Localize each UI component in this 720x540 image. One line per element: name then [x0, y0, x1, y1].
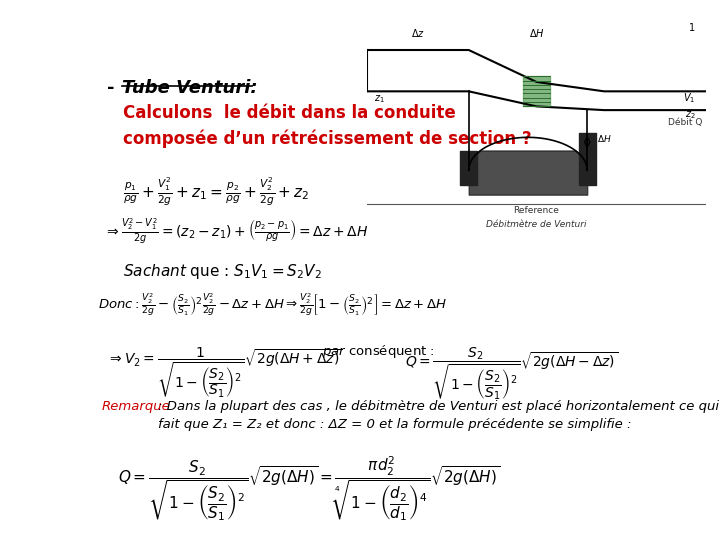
Text: Calculons  le débit dans la conduite
composée d’un rétrécissement de section ?: Calculons le débit dans la conduite comp… [124, 104, 532, 148]
Text: -: - [107, 79, 120, 97]
Text: $V_1$: $V_1$ [683, 91, 696, 105]
Text: 1: 1 [689, 23, 696, 33]
Text: $Q = \dfrac{S_2}{\sqrt{1-\left(\dfrac{S_2}{S_1}\right)^2}}\sqrt{2g(\Delta H)} = : $Q = \dfrac{S_2}{\sqrt{1-\left(\dfrac{S_… [118, 454, 500, 523]
Text: $\frac{p_1}{\rho g} + \frac{V_1^2}{2g} + z_1 = \frac{p_2}{\rho g} + \frac{V_2^2}: $\frac{p_1}{\rho g} + \frac{V_1^2}{2g} +… [124, 175, 310, 207]
Text: Débitmètre de Venturi: Débitmètre de Venturi [486, 220, 587, 228]
Text: $\Rightarrow \frac{V_2^2 - V_1^2}{2g} = (z_2 - z_1) + \left(\frac{p_2 - p_1}{\rh: $\Rightarrow \frac{V_2^2 - V_1^2}{2g} = … [104, 217, 368, 246]
Text: $\Rightarrow V_2 = \dfrac{1}{\sqrt{1-\left(\dfrac{S_2}{S_1}\right)^2}}\sqrt{2g(\: $\Rightarrow V_2 = \dfrac{1}{\sqrt{1-\le… [107, 346, 342, 400]
Text: $\Delta H$: $\Delta H$ [528, 27, 544, 39]
Polygon shape [523, 76, 550, 106]
Text: : Dans la plupart des cas , le débitmètre de Venturi est placé horizontalement c: : Dans la plupart des cas , le débitmètr… [158, 400, 719, 430]
Text: Débit Q: Débit Q [668, 118, 702, 127]
Text: $Q = \dfrac{S_2}{\sqrt{1-\left(\dfrac{S_2}{S_1}\right)^2}}\sqrt{2g(\Delta H - \D: $Q = \dfrac{S_2}{\sqrt{1-\left(\dfrac{S_… [405, 346, 618, 402]
Text: $z_1$: $z_1$ [374, 93, 384, 105]
Text: Tube Venturi:: Tube Venturi: [122, 79, 258, 97]
Text: Remarque: Remarque [101, 400, 170, 413]
Text: $\Delta H$: $\Delta H$ [598, 133, 612, 144]
Text: Reference: Reference [513, 206, 559, 215]
Text: $z_2$: $z_2$ [685, 110, 696, 122]
Text: $\mathit{Donc} : \frac{V_2^2}{2g} - \left(\frac{S_2}{S_1}\right)^2 \frac{V_2^2}{: $\mathit{Donc} : \frac{V_2^2}{2g} - \lef… [99, 292, 448, 318]
Text: $\Delta z$: $\Delta z$ [411, 27, 425, 39]
Text: $\mathit{par}$ conséquent :: $\mathit{par}$ conséquent : [322, 343, 436, 360]
Text: $\mathit{Sachant}$ que : $S_1 V_1 = S_2 V_2$: $\mathit{Sachant}$ que : $S_1 V_1 = S_2 … [124, 262, 323, 281]
